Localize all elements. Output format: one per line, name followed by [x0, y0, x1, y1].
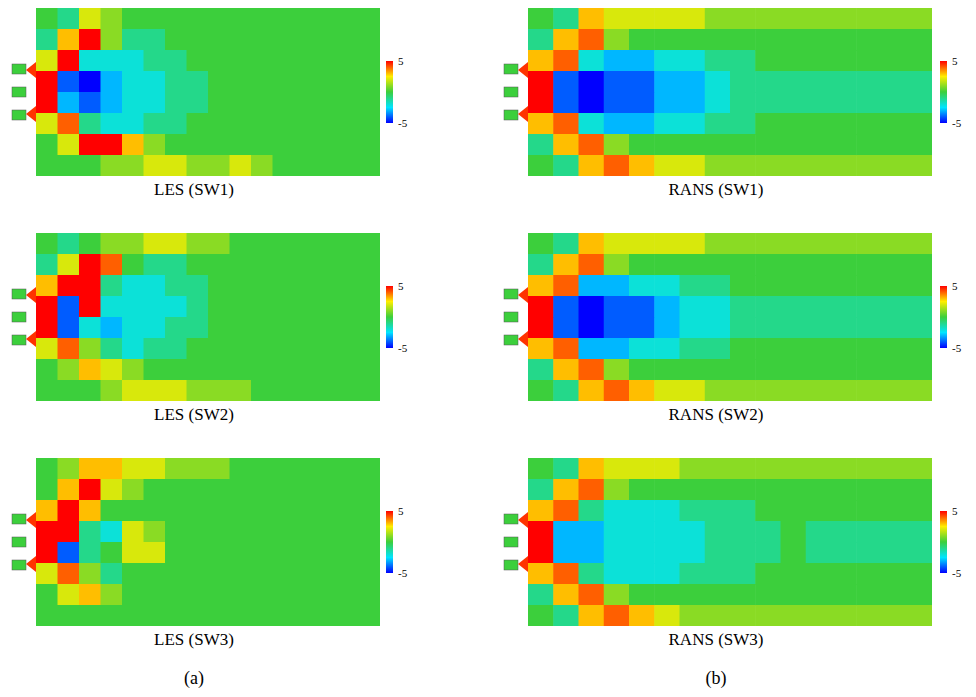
svg-text:5: 5 — [398, 55, 404, 67]
svg-text:-5: -5 — [952, 567, 962, 579]
svg-text:-5: -5 — [398, 342, 408, 354]
html-text:(a): (a) — [184, 668, 204, 688]
html-text:RANS (SW3): RANS (SW3) — [668, 630, 764, 649]
html-text:RANS (SW1): RANS (SW1) — [668, 180, 764, 199]
svg-text:5: 5 — [952, 280, 958, 292]
svg-text:5: 5 — [952, 505, 958, 517]
svg-text:-5: -5 — [398, 117, 408, 129]
svg-text:-5: -5 — [952, 117, 962, 129]
svg-text:5: 5 — [398, 505, 404, 517]
svg-text:-5: -5 — [952, 342, 962, 354]
html-text:LES (SW3): LES (SW3) — [154, 630, 234, 649]
html-text:LES (SW1): LES (SW1) — [154, 180, 234, 199]
svg-text:-5: -5 — [398, 567, 408, 579]
html-text:LES (SW2): LES (SW2) — [154, 405, 234, 424]
html-text:(b): (b) — [705, 668, 727, 688]
svg-text:5: 5 — [398, 280, 404, 292]
html-text:RANS (SW2): RANS (SW2) — [668, 405, 764, 424]
svg-text:5: 5 — [952, 55, 958, 67]
